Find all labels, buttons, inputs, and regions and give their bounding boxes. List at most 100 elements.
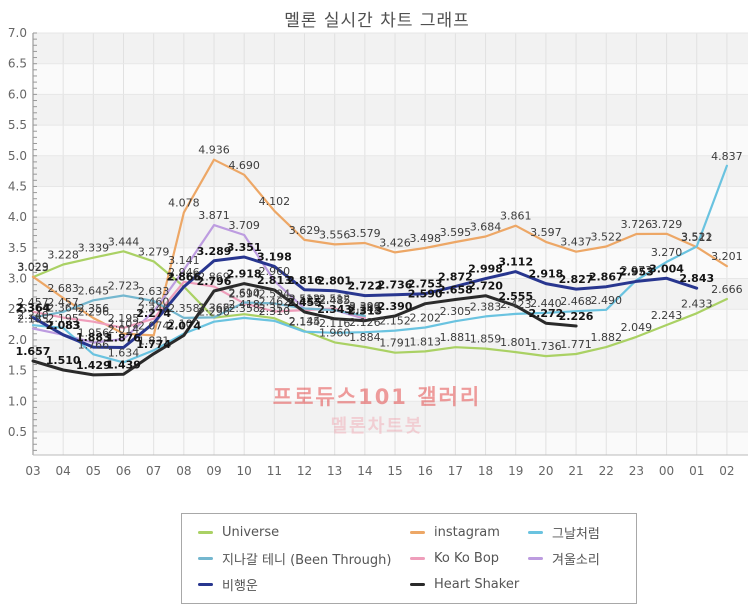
point-label: 2.049: [621, 321, 653, 334]
point-label: 3.201: [711, 250, 743, 263]
point-label: 2.960: [259, 265, 291, 278]
point-label: 2.310: [259, 305, 291, 318]
x-tick-label: 19: [508, 464, 523, 478]
point-label: 2.843: [679, 272, 714, 285]
point-label: 1.883: [76, 331, 111, 344]
point-label: 1.634: [108, 346, 140, 359]
y-tick-label: 7.0: [8, 26, 27, 40]
legend-item-지나갈 테니 (Been Through)[interactable]: 지나갈 테니 (Been Through): [198, 549, 410, 568]
point-label: 2.305: [440, 305, 472, 318]
point-label: 2.460: [138, 296, 170, 309]
point-label: 1.881: [440, 331, 472, 344]
legend-label: Universe: [222, 525, 280, 540]
legend-item-그날처럼[interactable]: 그날처럼: [528, 523, 620, 542]
x-tick-label: 11: [267, 464, 282, 478]
point-label: 2.362: [349, 302, 381, 315]
point-label: 2.918: [528, 268, 563, 281]
plot-band: [33, 401, 748, 432]
point-label: 2.455: [287, 296, 322, 309]
x-tick-label: 14: [357, 464, 372, 478]
point-label: 2.346: [138, 303, 170, 316]
x-tick-label: 02: [719, 464, 734, 478]
point-label: 2.390: [378, 300, 413, 313]
point-label: 3.339: [78, 242, 110, 255]
point-label: 1.771: [560, 338, 592, 351]
point-label: 2.736: [378, 279, 413, 292]
legend-item-Ko Ko Bop[interactable]: Ko Ko Bop: [410, 549, 528, 568]
point-label: 2.998: [468, 263, 503, 276]
x-tick-label: 06: [116, 464, 131, 478]
point-label: 2.272: [528, 307, 563, 320]
point-label: 2.633: [138, 285, 170, 298]
x-tick-label: 05: [86, 464, 101, 478]
point-label: 2.366: [198, 301, 230, 314]
legend-item-비행운[interactable]: 비행운: [198, 575, 410, 594]
legend-label: 비행운: [222, 579, 258, 594]
y-tick-label: 1.0: [8, 394, 27, 408]
point-label: 2.364: [47, 302, 79, 315]
legend-swatch-icon: [528, 531, 543, 534]
point-label: 2.343: [317, 303, 352, 316]
x-tick-label: 00: [659, 464, 674, 478]
point-label: 2.243: [651, 309, 683, 322]
point-label: 2.440: [530, 297, 562, 310]
point-label: 2.512: [319, 292, 351, 305]
x-tick-label: 07: [146, 464, 161, 478]
point-label: 2.202: [409, 312, 441, 325]
y-tick-label: 3.0: [8, 272, 27, 286]
point-label: 2.102: [108, 318, 140, 331]
point-label: 3.709: [228, 219, 260, 232]
point-label: 3.726: [621, 218, 653, 231]
legend-item-Heart Shaker[interactable]: Heart Shaker: [410, 575, 528, 594]
x-tick-label: 03: [25, 464, 40, 478]
plot-band: [33, 247, 748, 279]
legend-swatch-icon: [198, 531, 213, 534]
point-label: 3.279: [138, 245, 170, 258]
point-label: 1.774: [136, 338, 171, 351]
point-label: 3.521: [681, 231, 713, 244]
point-label: 2.313: [347, 305, 382, 318]
plot-band: [33, 186, 748, 218]
point-label: 2.185: [17, 313, 49, 326]
y-tick-label: 6.0: [8, 87, 27, 101]
point-label: 2.126: [349, 316, 381, 329]
legend-swatch-icon: [198, 557, 213, 560]
legend-swatch-icon: [410, 583, 425, 586]
point-label: 3.595: [440, 226, 472, 239]
series-line-instagram: [31, 158, 728, 337]
legend-item-Universe[interactable]: Universe: [198, 523, 410, 542]
point-label: 2.274: [136, 307, 171, 320]
point-label: 1.876: [106, 332, 141, 345]
y-tick-label: 6.5: [8, 57, 27, 71]
y-tick-label: 5.0: [8, 149, 27, 163]
point-label: 4.936: [198, 144, 230, 157]
y-tick-label: 1.5: [8, 364, 27, 378]
point-label: 2.610: [228, 286, 260, 299]
x-tick-label: 09: [206, 464, 221, 478]
point-label: 1.429: [76, 359, 111, 372]
y-tick-label: 2.0: [8, 333, 27, 347]
plot-band: [33, 125, 748, 156]
point-label: 3.198: [257, 250, 292, 263]
legend-item-instagram[interactable]: instagram: [410, 523, 528, 542]
point-label: 2.364: [17, 302, 49, 315]
point-label: 2.116: [319, 317, 351, 330]
point-label: 2.485: [319, 294, 351, 307]
point-label: 1.960: [319, 326, 351, 339]
point-label: 4.837: [711, 150, 743, 163]
plot-band: [33, 94, 748, 126]
point-label: 2.796: [197, 275, 232, 288]
point-label: 3.112: [498, 256, 533, 269]
point-label: 4.690: [228, 159, 260, 172]
point-label: 2.296: [78, 306, 110, 319]
point-label: 2.666: [711, 283, 743, 296]
point-label: 2.083: [47, 319, 79, 332]
point-label: 2.102: [168, 318, 200, 331]
legend-item-겨울소리[interactable]: 겨울소리: [528, 549, 620, 568]
point-label: 3.729: [651, 218, 683, 231]
point-label: 2.240: [17, 309, 49, 322]
point-label: 2.973: [621, 264, 653, 277]
point-label: 3.270: [651, 246, 683, 259]
point-label: 2.152: [379, 315, 411, 328]
